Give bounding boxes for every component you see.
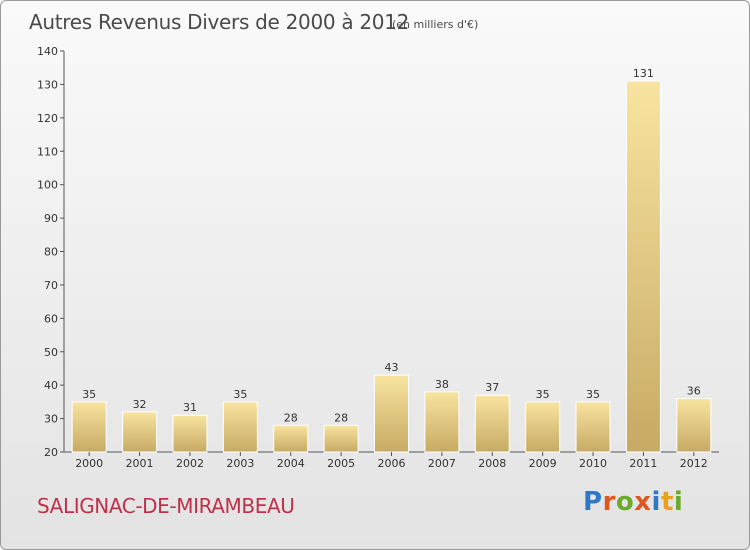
y-tick-label: 100 xyxy=(37,179,58,192)
bar-value-label: 38 xyxy=(435,378,449,391)
bar-value-label: 35 xyxy=(536,388,550,401)
logo-letter: r xyxy=(602,487,616,517)
logo-letter: x xyxy=(634,487,652,517)
y-tick-label: 50 xyxy=(44,346,58,359)
bar xyxy=(625,80,661,453)
bar-value-label: 36 xyxy=(687,385,701,398)
y-tick-label: 40 xyxy=(44,379,58,392)
commune-name: SALIGNAC-DE-MIRAMBEAU xyxy=(37,494,295,518)
bar-value-label: 43 xyxy=(385,361,399,374)
bar-value-label: 28 xyxy=(284,411,298,424)
y-tick-label: 120 xyxy=(37,112,58,125)
bar-value-label: 35 xyxy=(82,388,96,401)
proxiti-logo: Proxiti xyxy=(583,487,683,517)
bar xyxy=(122,411,158,453)
bar xyxy=(474,394,510,453)
y-tick-label: 30 xyxy=(44,413,58,426)
logo-letter: o xyxy=(615,487,635,517)
y-tick-label: 90 xyxy=(44,212,58,225)
bar xyxy=(273,424,309,453)
y-tick-label: 80 xyxy=(44,246,58,259)
bar-value-label: 35 xyxy=(233,388,247,401)
logo-letter: i xyxy=(651,487,661,517)
bar xyxy=(424,391,460,453)
y-tick-label: 130 xyxy=(37,78,58,91)
y-tick-label: 60 xyxy=(44,312,58,325)
bar-value-label: 32 xyxy=(133,398,147,411)
bar-value-label: 35 xyxy=(586,388,600,401)
logo-letter: P xyxy=(583,487,603,517)
x-tick-label: 2009 xyxy=(529,457,557,470)
bar xyxy=(575,401,611,453)
y-tick-label: 70 xyxy=(44,279,58,292)
y-tick-label: 20 xyxy=(44,446,58,459)
x-tick-label: 2002 xyxy=(176,457,204,470)
x-tick-label: 2005 xyxy=(327,457,355,470)
x-tick-label: 2008 xyxy=(478,457,506,470)
bar xyxy=(172,414,208,453)
bar xyxy=(71,401,107,453)
y-tick-label: 110 xyxy=(37,145,58,158)
x-tick-label: 2003 xyxy=(226,457,254,470)
bar xyxy=(525,401,561,453)
logo-letter: i xyxy=(673,487,684,517)
chart-subtitle: (en milliers d'€) xyxy=(392,18,479,31)
logo-letter: t xyxy=(660,487,674,517)
x-tick-label: 2000 xyxy=(75,457,103,470)
bar-value-label: 37 xyxy=(485,381,499,394)
bar xyxy=(222,401,258,453)
x-tick-label: 2007 xyxy=(428,457,456,470)
chart-title: Autres Revenus Divers de 2000 à 2012 xyxy=(29,10,410,34)
y-tick-label: 140 xyxy=(37,45,58,58)
bar-value-label: 31 xyxy=(183,401,197,414)
bar xyxy=(374,374,409,453)
bar xyxy=(323,424,359,453)
x-tick-label: 2012 xyxy=(680,457,708,470)
bar-value-label: 131 xyxy=(633,67,654,80)
x-tick-label: 2006 xyxy=(378,457,406,470)
bar-value-label: 28 xyxy=(334,411,348,424)
x-tick-label: 2011 xyxy=(629,457,657,470)
x-tick-label: 2010 xyxy=(579,457,607,470)
bar xyxy=(676,398,712,453)
x-tick-label: 2001 xyxy=(126,457,154,470)
x-tick-label: 2004 xyxy=(277,457,305,470)
